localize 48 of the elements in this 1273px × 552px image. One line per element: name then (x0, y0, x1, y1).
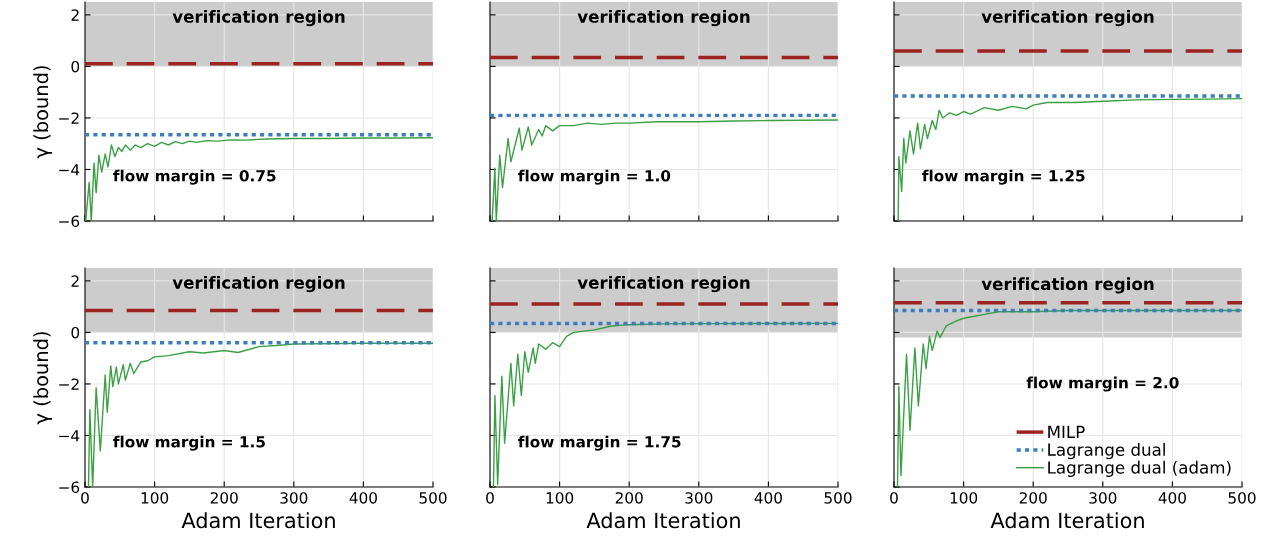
y-tick-label: −4 (59, 164, 80, 176)
x-tick-label: 300 (685, 492, 713, 504)
x-tick-label: 200 (210, 492, 238, 504)
x-axis-title: Adam Iteration (990, 512, 1144, 529)
y-tick-label: −6 (59, 481, 80, 494)
band-label: verification region (577, 275, 750, 293)
y-axis-title: γ (bound) (33, 332, 53, 425)
x-tick-label: 500 (824, 492, 852, 504)
y-tick-label: 0 (71, 326, 80, 339)
band-label: verification region (577, 9, 750, 27)
x-axis-title: Adam Iteration (181, 512, 335, 529)
x-tick-label: 200 (1019, 492, 1047, 504)
annotation: flow margin = 1.0 (518, 169, 671, 185)
x-tick-label: 100 (546, 492, 574, 504)
band-label: verification region (172, 9, 345, 27)
y-axis-title: γ (bound) (33, 66, 53, 159)
x-tick-label: 0 (81, 492, 89, 504)
x-axis-title: Adam Iteration (586, 512, 740, 529)
y-tick-label: −4 (59, 430, 80, 442)
x-tick-label: 400 (1158, 492, 1186, 504)
annotation: flow margin = 0.75 (113, 169, 276, 185)
y-tick-label: 2 (71, 275, 79, 287)
y-tick-label: 2 (71, 9, 79, 21)
x-tick-label: 300 (280, 492, 308, 504)
annotation: flow margin = 1.25 (922, 169, 1085, 185)
x-tick-label: 0 (890, 492, 898, 504)
legend-label: Lagrange dual (adam) (1048, 460, 1231, 477)
x-tick-label: 300 (1089, 492, 1117, 504)
x-tick-label: 100 (141, 492, 169, 504)
x-tick-label: 500 (419, 492, 447, 504)
y-tick-label: 0 (71, 60, 80, 73)
annotation: flow margin = 1.5 (113, 435, 265, 451)
legend-label: MILP (1048, 425, 1085, 438)
annotation: flow margin = 2.0 (1026, 376, 1179, 392)
x-tick-label: 100 (950, 492, 978, 504)
annotation: flow margin = 1.75 (518, 435, 681, 451)
band-label: verification region (981, 9, 1154, 27)
x-tick-label: 500 (1228, 492, 1256, 504)
x-tick-label: 400 (754, 492, 782, 504)
y-tick-label: −2 (59, 378, 79, 390)
y-tick-label: −6 (59, 215, 80, 228)
band-label: verification region (981, 277, 1154, 294)
legend-label: Lagrange dual (1048, 443, 1165, 460)
x-tick-label: 400 (349, 492, 377, 504)
y-tick-label: −2 (59, 112, 79, 124)
x-tick-label: 0 (486, 492, 494, 504)
x-tick-label: 200 (615, 492, 643, 504)
band-label: verification region (172, 275, 345, 293)
